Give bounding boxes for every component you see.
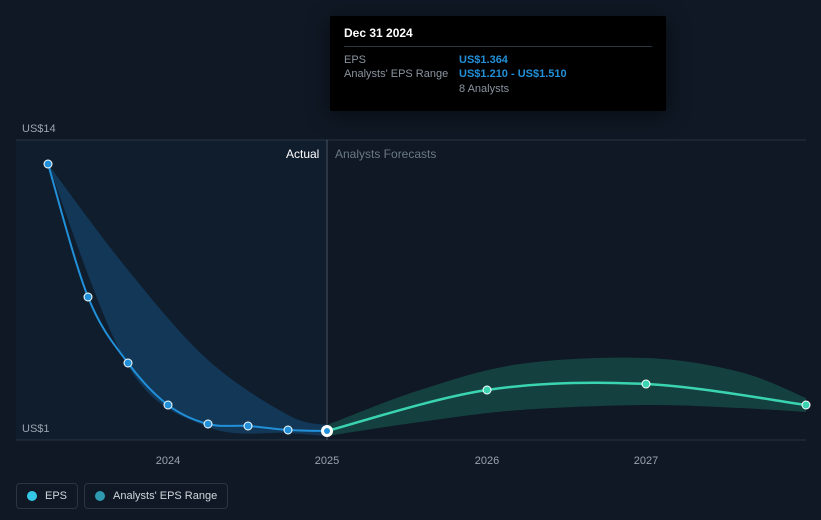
tooltip-key: EPS: [344, 54, 459, 66]
legend-label: Analysts' EPS Range: [113, 490, 217, 502]
actual-region-label: Actual: [286, 147, 319, 161]
tooltip-key: Analysts' EPS Range: [344, 68, 459, 80]
tooltip-value: US$1.210 - US$1.510: [459, 68, 567, 80]
eps-chart: US$14 US$1 2024 2025 2026 2027 Actual An…: [0, 0, 821, 520]
tooltip-row: Analysts' EPS Range US$1.210 - US$1.510: [344, 67, 652, 81]
x-axis-label: 2027: [634, 455, 658, 467]
x-axis-label: 2025: [315, 455, 339, 467]
tooltip-subtext: 8 Analysts: [459, 83, 652, 95]
legend-dot-icon: [27, 491, 37, 501]
tooltip-row: EPS US$1.364: [344, 53, 652, 67]
legend-item-eps[interactable]: EPS: [16, 483, 78, 509]
legend-label: EPS: [45, 490, 67, 502]
y-axis-label: US$14: [22, 123, 56, 135]
x-axis-label: 2026: [475, 455, 499, 467]
chart-legend: EPS Analysts' EPS Range: [16, 483, 228, 509]
tooltip-date: Dec 31 2024: [344, 26, 652, 40]
x-axis-label: 2024: [156, 455, 180, 467]
legend-item-range[interactable]: Analysts' EPS Range: [84, 483, 228, 509]
tooltip-divider: [344, 46, 652, 47]
hover-tooltip: Dec 31 2024 EPS US$1.364 Analysts' EPS R…: [330, 16, 666, 111]
forecast-region-label: Analysts Forecasts: [335, 147, 436, 161]
legend-dot-icon: [95, 491, 105, 501]
tooltip-value: US$1.364: [459, 54, 508, 66]
y-axis-label: US$1: [22, 423, 50, 435]
